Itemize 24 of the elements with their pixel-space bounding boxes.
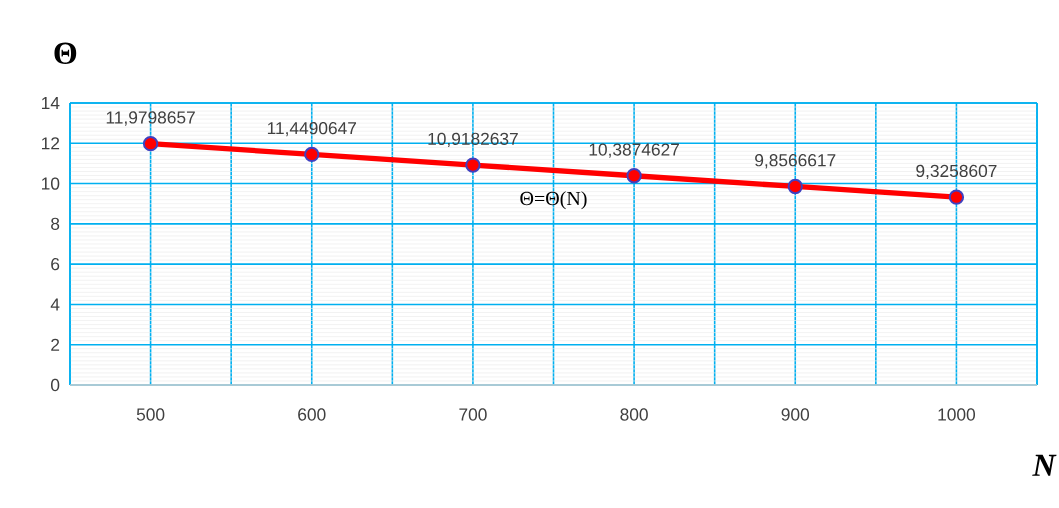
- x-tick-label: 500: [136, 408, 165, 421]
- annotation: Θ=Θ(N): [520, 191, 587, 210]
- data-label: 9,3258607: [916, 164, 997, 180]
- point: [304, 146, 320, 163]
- y-tick-label: 10: [42, 177, 60, 190]
- y-tick-label: 0: [50, 378, 60, 392]
- y-tick-label: 14: [42, 97, 60, 109]
- x-tick-label: 600: [298, 408, 326, 421]
- x-tick-label: 1000: [938, 408, 976, 421]
- y-tick-label: 2: [51, 338, 60, 351]
- point: [787, 178, 803, 195]
- point: [465, 157, 481, 173]
- y-tick-label: 8: [51, 217, 60, 230]
- x-tick-label: 700: [459, 408, 487, 421]
- point: [626, 168, 642, 184]
- y-tick-label: 6: [51, 258, 60, 271]
- y-axis-title: Θ: [54, 42, 77, 65]
- y-tick-label: 4: [50, 298, 60, 311]
- point: [948, 189, 965, 205]
- point: [142, 136, 159, 152]
- x-tick-label: 800: [620, 408, 648, 421]
- y-tick-label: 12: [42, 137, 60, 150]
- x-axis-title: N: [1032, 454, 1057, 476]
- x-tick-label: 900: [781, 408, 810, 421]
